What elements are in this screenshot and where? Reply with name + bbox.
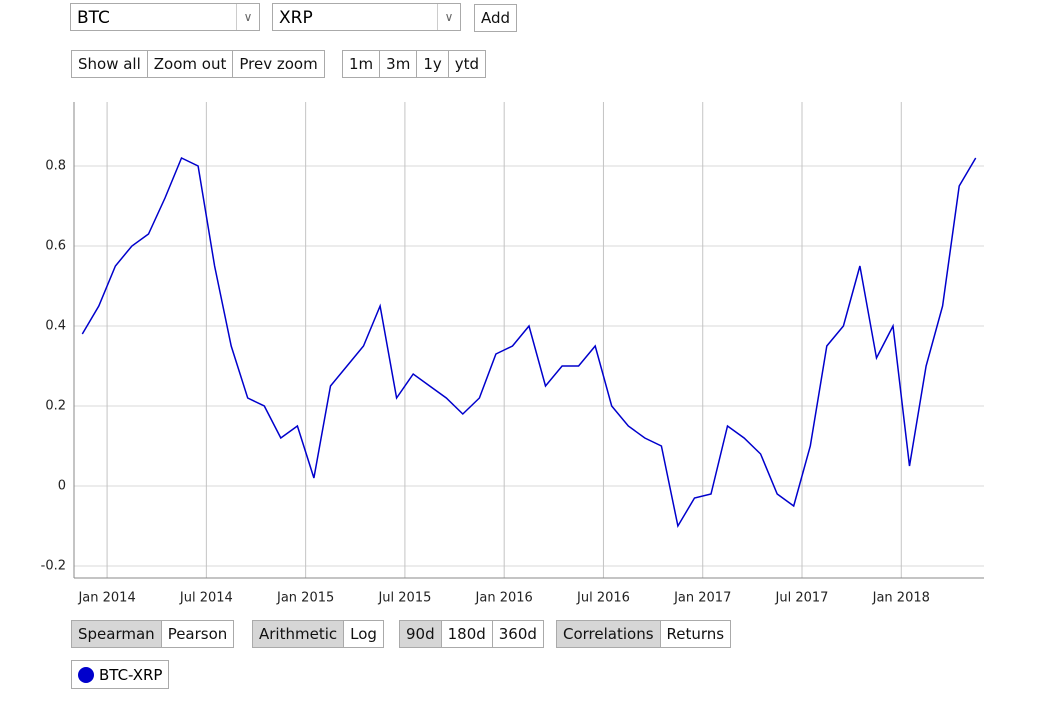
x-tick-label: Jul 2014 [179,591,233,606]
window-button[interactable]: 360d [492,621,543,647]
scale-button[interactable]: Log [344,621,383,647]
view-group: Correlations Returns [556,620,732,648]
x-tick-label: Jan 2017 [673,591,731,606]
x-tick-label: Jan 2015 [276,591,334,606]
window-group: 90d 180d 360d [399,620,544,648]
range-group: 1m 3m 1y ytd [342,50,487,78]
y-tick-label: 0 [58,479,66,494]
data-line [81,156,977,529]
dropdown-arrow: ∨ [437,4,460,30]
asset-b: XRP [279,8,313,28]
range-button[interactable]: 1y [417,51,449,77]
y-tick-label: 0.4 [45,319,66,334]
x-tick-label: Jul 2017 [775,591,829,606]
y-tick-label: 0.6 [45,239,66,254]
x-tick-label: Jan 2016 [475,591,533,606]
legend-swatch [78,666,94,683]
method-button[interactable]: Spearman [72,621,162,647]
x-tick-label: Jul 2015 [377,591,431,606]
method-group: Spearman Pearson [71,620,235,648]
scale-button[interactable]: Arithmetic [253,621,345,647]
asset-b-select[interactable]: XRP ∨ [272,3,461,31]
legend-item[interactable]: BTC-XRP [71,660,170,689]
range-button[interactable]: 3m [380,51,418,77]
window-button[interactable]: 90d [400,621,442,647]
x-tick-label: Jul 2016 [576,591,630,606]
view-button[interactable]: Returns [660,621,731,647]
zoom-button[interactable]: Prev zoom [233,51,324,77]
method-button[interactable]: Pearson [161,621,234,647]
y-tick-label: 0.8 [45,159,66,174]
x-tick-label: Jan 2018 [872,591,930,606]
zoom-button[interactable]: Show all [72,51,148,77]
y-tick-label: 0.2 [45,399,66,414]
scale-group: Arithmetic Log [252,620,384,648]
y-tick-label: -0.2 [41,559,66,574]
view-button[interactable]: Correlations [557,621,661,647]
add-group: Add [474,4,518,32]
zoom-group: Show all Zoom out Prev zoom [71,50,325,78]
asset-a: BTC [77,8,110,28]
range-button[interactable]: 1m [343,51,381,77]
window-button[interactable]: 180d [441,621,493,647]
legend-label: BTC-XRP [99,665,163,684]
range-button[interactable]: ytd [448,51,486,77]
x-tick-label: Jan 2014 [77,591,135,606]
zoom-button[interactable]: Zoom out [147,51,234,77]
asset-a-select[interactable]: BTC ∨ [70,3,260,31]
dropdown-arrow: ∨ [236,4,259,30]
add-button[interactable]: Add [475,5,517,31]
